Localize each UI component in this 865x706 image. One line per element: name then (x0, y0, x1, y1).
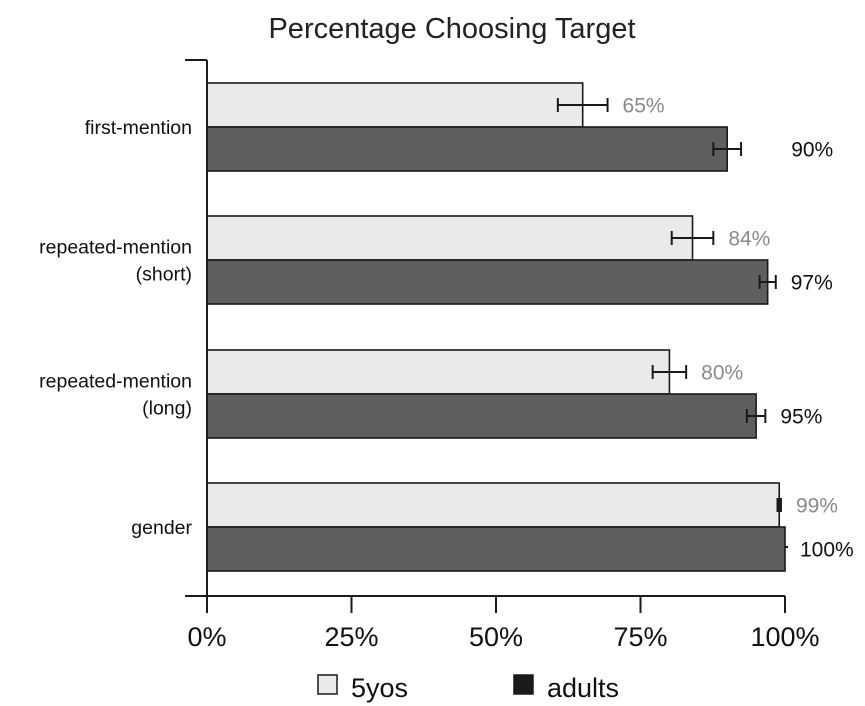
bar-5yos (206, 82, 584, 128)
x-tick-label: 50% (469, 622, 523, 652)
bar-5yos (206, 215, 694, 261)
data-label-5yos: 99% (796, 495, 838, 518)
category-label: repeated-mention (long) (39, 371, 192, 420)
data-label-adults: 90% (791, 139, 833, 162)
x-tick-label: 75% (613, 622, 667, 652)
category-label: gender (131, 517, 192, 539)
bar-adults (206, 526, 786, 572)
data-label-5yos: 84% (728, 228, 770, 251)
legend: 5yos adults (317, 673, 619, 703)
x-tick-label: 0% (187, 622, 226, 652)
x-tick-label: 25% (324, 622, 378, 652)
bar-adults (206, 259, 769, 305)
category-label-line: gender (131, 517, 192, 539)
category-label: first-mention (85, 117, 192, 139)
data-label-adults: 100% (800, 539, 854, 562)
category-label-line: repeated-mention (39, 371, 192, 393)
bar-adults (206, 393, 757, 439)
data-label-adults: 97% (791, 272, 833, 295)
legend-label-5yos: 5yos (351, 673, 408, 703)
x-tick-label: 100% (750, 622, 819, 652)
chart-title: Percentage Choosing Target (268, 13, 635, 45)
data-label-5yos: 80% (701, 362, 743, 385)
bar-5yos (206, 349, 671, 395)
data-label-adults: 95% (780, 406, 822, 429)
category-label-line: (long) (142, 398, 192, 420)
bar-adults (206, 126, 729, 172)
category-label-line: (short) (136, 264, 192, 286)
category-label-line: first-mention (85, 117, 192, 139)
legend-label-adults: adults (547, 673, 619, 703)
plot-area: 65% 90% first-mention 84% 97% repeated-mentio… (39, 59, 854, 652)
legend-swatch-5yos (317, 674, 338, 695)
legend-swatch-adults (513, 674, 534, 695)
category-label: repeated-mention (short) (39, 237, 192, 286)
bar-5yos (206, 482, 781, 528)
category-label-line: repeated-mention (39, 237, 192, 259)
data-label-5yos: 65% (623, 95, 665, 118)
